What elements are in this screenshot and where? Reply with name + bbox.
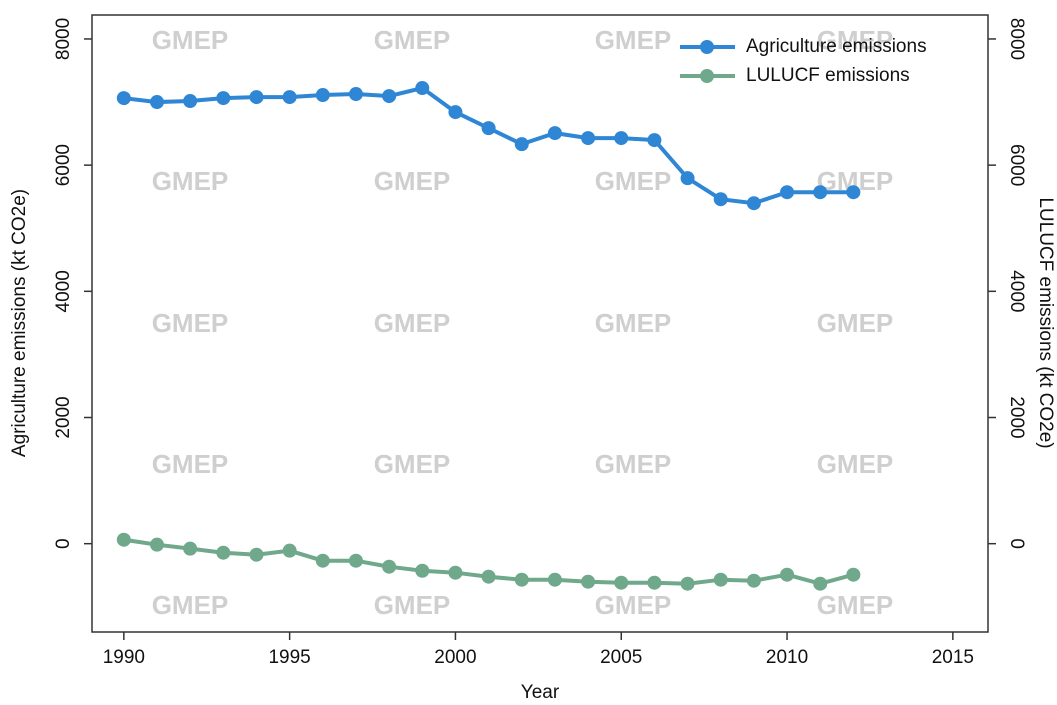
- data-point: [116, 532, 131, 547]
- data-point: [315, 88, 330, 103]
- watermark: GMEP: [152, 590, 229, 620]
- data-point: [647, 575, 662, 590]
- data-point: [282, 543, 297, 558]
- data-point: [183, 541, 198, 556]
- watermark: GMEP: [817, 590, 894, 620]
- y2-tick-label: 0: [1006, 538, 1027, 549]
- x-tick-label: 2000: [434, 647, 476, 668]
- y2-tick-label: 6000: [1006, 144, 1027, 186]
- data-point: [514, 137, 529, 152]
- watermark: GMEP: [595, 166, 672, 196]
- legend-label: Agriculture emissions: [746, 36, 927, 57]
- data-point: [813, 576, 828, 591]
- data-point: [813, 185, 828, 200]
- x-tick-label: 2015: [932, 647, 974, 668]
- data-point: [315, 553, 330, 568]
- plot-frame: [91, 14, 989, 633]
- data-point: [846, 567, 861, 582]
- y-tick-label: 0: [53, 538, 74, 549]
- watermark: GMEP: [595, 449, 672, 479]
- data-point: [382, 559, 397, 574]
- data-point: [348, 553, 363, 568]
- y2-tick-label: 2000: [1006, 396, 1027, 438]
- data-point: [514, 572, 529, 587]
- data-point: [282, 90, 297, 105]
- x-axis-title: Year: [521, 682, 560, 703]
- data-point: [746, 573, 761, 588]
- data-point: [249, 547, 264, 562]
- data-point: [780, 567, 795, 582]
- data-point: [713, 572, 728, 587]
- watermark: GMEP: [152, 449, 229, 479]
- legend-marker: [700, 69, 714, 83]
- watermark: GMEP: [374, 590, 451, 620]
- data-point: [713, 192, 728, 207]
- data-point: [780, 185, 795, 200]
- data-point: [647, 133, 662, 148]
- data-point: [149, 537, 164, 552]
- y-tick-label: 6000: [53, 144, 74, 186]
- data-point: [216, 545, 231, 560]
- watermark: GMEP: [817, 25, 894, 55]
- data-point: [183, 94, 198, 109]
- data-point: [680, 576, 695, 591]
- legend-marker: [700, 40, 714, 54]
- series-line: [123, 85, 854, 206]
- y-tick-label: 8000: [53, 18, 74, 60]
- y-tick-label: 2000: [53, 396, 74, 438]
- x-tick-label: 2005: [600, 647, 642, 668]
- data-point: [415, 81, 430, 96]
- data-point: [481, 121, 496, 136]
- watermark: GMEP: [374, 449, 451, 479]
- data-point: [382, 89, 397, 104]
- watermark: GMEP: [595, 590, 672, 620]
- data-point: [348, 87, 363, 102]
- data-point: [448, 105, 463, 120]
- x-tick-label: 1990: [103, 647, 145, 668]
- watermark: GMEP: [374, 25, 451, 55]
- data-point: [481, 569, 496, 584]
- data-point: [581, 131, 596, 146]
- data-point: [614, 575, 629, 590]
- watermark: GMEP: [595, 308, 672, 338]
- data-point: [746, 196, 761, 211]
- watermark: GMEP: [595, 25, 672, 55]
- data-point: [547, 126, 562, 141]
- data-point: [547, 572, 562, 587]
- y-tick-label: 4000: [53, 270, 74, 312]
- data-point: [249, 90, 264, 105]
- y-axis-title: Agriculture emissions (kt CO2e): [9, 189, 30, 457]
- watermark: GMEP: [152, 308, 229, 338]
- y2-tick-label: 8000: [1006, 18, 1027, 60]
- watermark: GMEP: [817, 308, 894, 338]
- watermark: GMEP: [152, 25, 229, 55]
- watermark: GMEP: [374, 308, 451, 338]
- data-point: [216, 91, 231, 106]
- data-point: [846, 185, 861, 200]
- data-point: [680, 171, 695, 186]
- data-point: [448, 565, 463, 580]
- x-tick-label: 1995: [268, 647, 310, 668]
- data-point: [149, 95, 164, 110]
- y2-axis-title: LULUCF emissions (kt CO2e): [1035, 197, 1056, 448]
- data-point: [581, 574, 596, 589]
- data-point: [614, 131, 629, 146]
- x-tick-label: 2010: [766, 647, 808, 668]
- data-point: [415, 563, 430, 578]
- watermark: GMEP: [817, 449, 894, 479]
- watermark: GMEP: [152, 166, 229, 196]
- legend-label: LULUCF emissions: [746, 65, 910, 86]
- y2-tick-label: 4000: [1006, 270, 1027, 312]
- data-point: [116, 91, 131, 106]
- watermark: GMEP: [374, 166, 451, 196]
